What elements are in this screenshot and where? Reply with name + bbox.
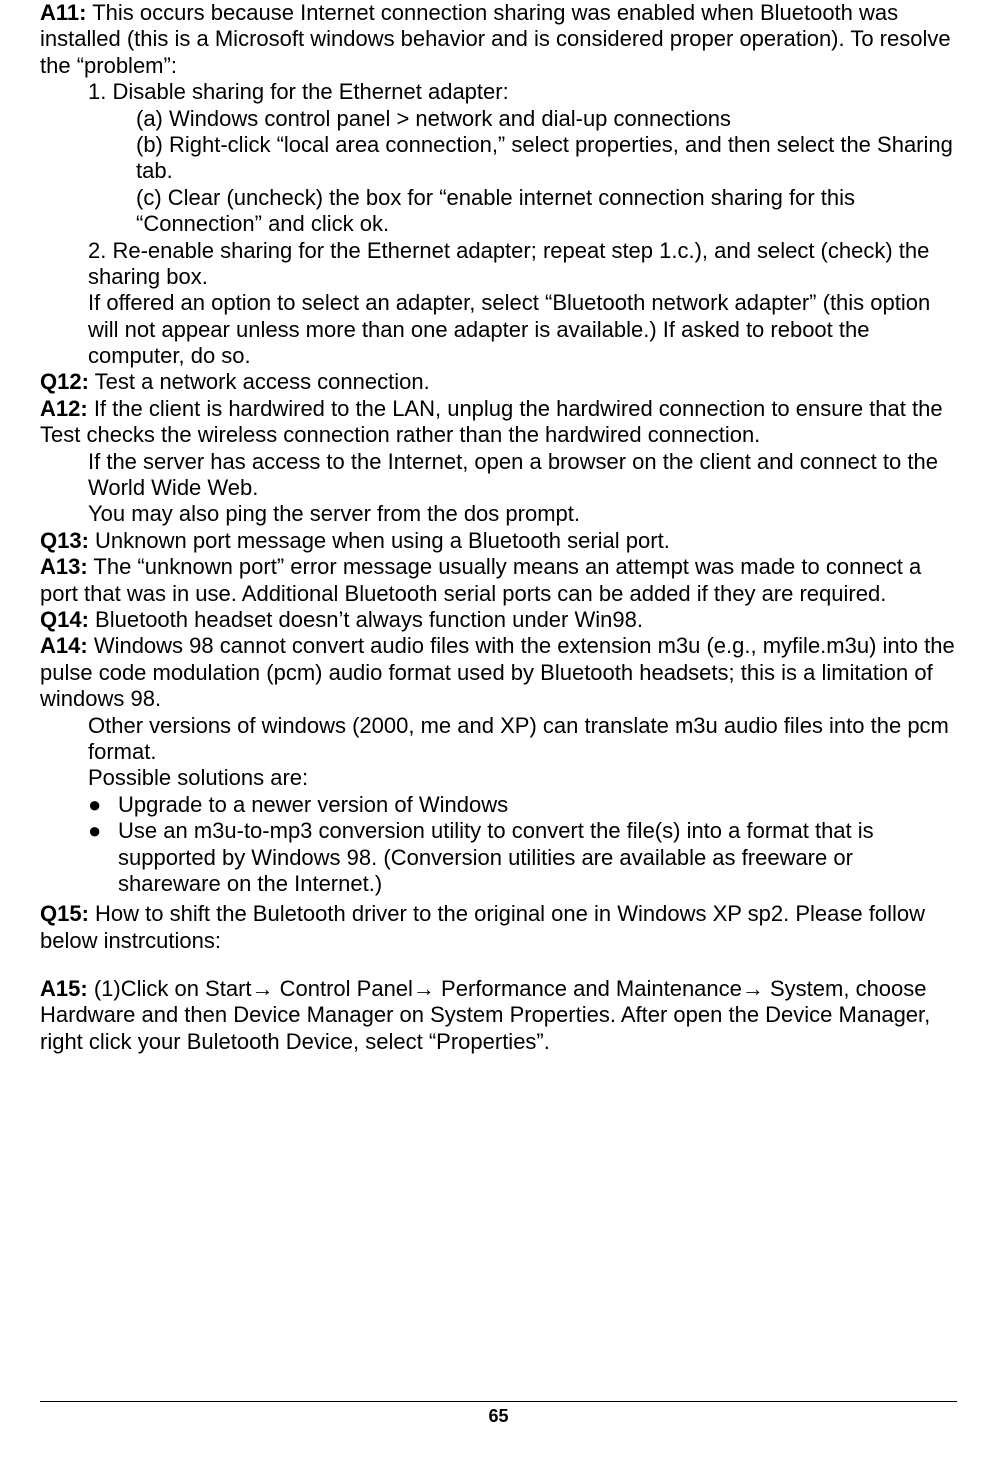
a14-p3: Possible solutions are: [88, 765, 957, 791]
a14-block: A14: Windows 98 cannot convert audio fil… [40, 633, 957, 712]
a14-bullet-1: ● Use an m3u-to-mp3 conversion utility t… [88, 818, 957, 897]
q14-text: Bluetooth headset doesn’t always functio… [95, 607, 643, 632]
a15-text: (1)Click on Start→ Control Panel→ Perfor… [40, 976, 930, 1054]
a14-bullet-1-text: Use an m3u-to-mp3 conversion utility to … [118, 818, 957, 897]
a11-step1-b: (b) Right-click “local area connection,”… [136, 132, 957, 185]
q12-label: Q12: [40, 369, 89, 394]
a14-label: A14: [40, 633, 88, 658]
page-footer: 65 [40, 1401, 957, 1427]
a11-note: If offered an option to select an adapte… [88, 290, 957, 369]
a11-p1: This occurs because Internet connection … [40, 0, 951, 78]
a12-p2: If the server has access to the Internet… [88, 449, 957, 502]
a12-block: A12: If the client is hardwired to the L… [40, 396, 957, 449]
a13-label: A13: [40, 554, 88, 579]
a14-p2: Other versions of windows (2000, me and … [88, 713, 957, 766]
a12-label: A12: [40, 396, 88, 421]
a13-block: A13: The “unknown port” error message us… [40, 554, 957, 607]
bullet-icon: ● [88, 792, 118, 818]
page-number: 65 [488, 1406, 508, 1426]
q12-block: Q12: Test a network access connection. [40, 369, 957, 395]
q15-label: Q15: [40, 901, 89, 926]
a11-label: A11: [40, 0, 86, 25]
a14-p1: Windows 98 cannot convert audio files wi… [40, 633, 955, 711]
q12-text: Test a network access connection. [95, 369, 430, 394]
a12-p1: If the client is hardwired to the LAN, u… [40, 396, 943, 447]
content-body: A11: This occurs because Internet connec… [40, 0, 957, 1055]
a12-p3: You may also ping the server from the do… [88, 501, 957, 527]
q14-block: Q14: Bluetooth headset doesn’t always fu… [40, 607, 957, 633]
a14-bullet-0: ● Upgrade to a newer version of Windows [88, 792, 957, 818]
q13-label: Q13: [40, 528, 89, 553]
bullet-icon: ● [88, 818, 118, 897]
a11-step1-title: 1. Disable sharing for the Ethernet adap… [88, 79, 957, 105]
q14-label: Q14: [40, 607, 89, 632]
a11-block: A11: This occurs because Internet connec… [40, 0, 957, 79]
page: A11: This occurs because Internet connec… [0, 0, 997, 1457]
a11-step1-c: (c) Clear (uncheck) the box for “enable … [136, 185, 957, 238]
q15-block: Q15: How to shift the Buletooth driver t… [40, 901, 957, 954]
q15-text: How to shift the Buletooth driver to the… [40, 901, 925, 952]
a15-block: A15: (1)Click on Start→ Control Panel→ P… [40, 976, 957, 1055]
q13-block: Q13: Unknown port message when using a B… [40, 528, 957, 554]
a13-text: The “unknown port” error message usually… [40, 554, 921, 605]
a11-step1-a: (a) Windows control panel > network and … [136, 106, 957, 132]
a15-label: A15: [40, 976, 88, 1001]
a14-bullet-0-text: Upgrade to a newer version of Windows [118, 792, 957, 818]
a11-step2: 2. Re-enable sharing for the Ethernet ad… [88, 238, 957, 291]
q13-text: Unknown port message when using a Blueto… [95, 528, 670, 553]
